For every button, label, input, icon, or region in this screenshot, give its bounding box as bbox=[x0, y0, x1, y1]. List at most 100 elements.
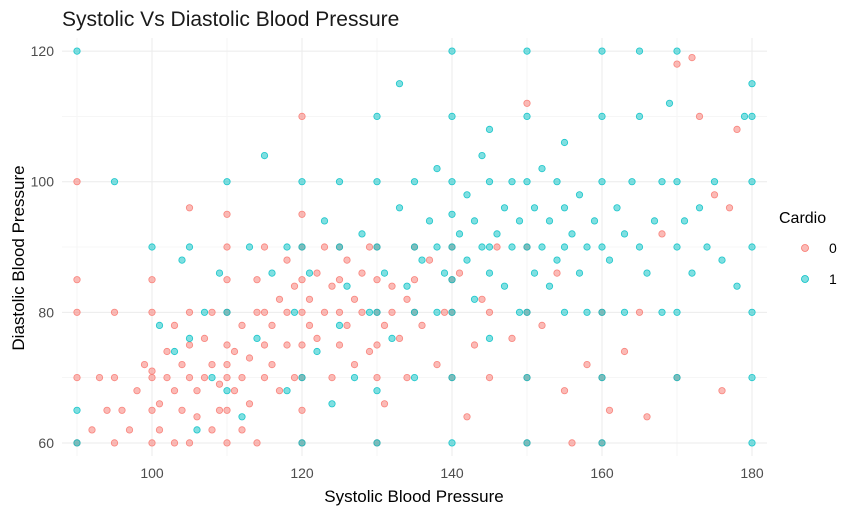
data-point-cardio-0 bbox=[268, 321, 276, 329]
data-point-cardio-1 bbox=[748, 80, 756, 88]
data-point-cardio-0 bbox=[230, 347, 239, 356]
data-point-cardio-0 bbox=[110, 439, 119, 447]
axis-ticks: 100 120 140 160 180 60 80 100 120 bbox=[31, 43, 764, 481]
data-point-cardio-0 bbox=[148, 308, 156, 316]
data-point-cardio-1 bbox=[508, 243, 516, 251]
data-point-cardio-1 bbox=[605, 256, 614, 264]
data-point-cardio-1 bbox=[583, 308, 591, 316]
data-point-cardio-1 bbox=[298, 178, 306, 186]
data-point-cardio-0 bbox=[73, 276, 81, 284]
data-point-cardio-0 bbox=[230, 387, 239, 395]
data-point-cardio-1 bbox=[598, 112, 606, 121]
data-point-cardio-1 bbox=[110, 178, 119, 186]
data-point-cardio-1 bbox=[598, 439, 606, 447]
data-point-cardio-0 bbox=[725, 204, 734, 212]
data-point-cardio-1 bbox=[680, 217, 689, 225]
data-point-cardio-1 bbox=[185, 334, 194, 342]
data-point-cardio-0 bbox=[388, 282, 396, 290]
data-point-cardio-1 bbox=[73, 406, 81, 414]
data-point-cardio-0 bbox=[635, 308, 644, 316]
data-points bbox=[73, 47, 756, 447]
data-point-cardio-0 bbox=[583, 360, 591, 369]
data-point-cardio-1 bbox=[448, 243, 456, 251]
data-point-cardio-0 bbox=[260, 373, 269, 382]
data-point-cardio-1 bbox=[253, 334, 261, 342]
data-point-cardio-1 bbox=[200, 308, 209, 316]
data-point-cardio-1 bbox=[365, 308, 374, 316]
data-point-cardio-0 bbox=[403, 295, 411, 303]
data-point-cardio-0 bbox=[658, 230, 666, 238]
data-point-cardio-1 bbox=[515, 308, 524, 316]
data-point-cardio-0 bbox=[133, 387, 141, 395]
data-point-cardio-0 bbox=[718, 387, 726, 395]
legend-marker-1 bbox=[801, 275, 809, 283]
data-point-cardio-1 bbox=[433, 165, 441, 173]
data-point-cardio-0 bbox=[193, 387, 201, 395]
data-point-cardio-0 bbox=[223, 276, 231, 284]
data-point-cardio-1 bbox=[410, 308, 419, 316]
data-point-cardio-1 bbox=[193, 426, 201, 434]
data-point-cardio-1 bbox=[523, 373, 531, 382]
data-point-cardio-1 bbox=[508, 178, 516, 186]
data-point-cardio-1 bbox=[538, 243, 546, 251]
data-point-cardio-0 bbox=[260, 308, 269, 316]
data-point-cardio-0 bbox=[208, 426, 216, 434]
data-point-cardio-0 bbox=[260, 341, 269, 349]
data-point-cardio-1 bbox=[223, 387, 231, 395]
data-point-cardio-0 bbox=[328, 373, 336, 382]
data-point-cardio-0 bbox=[275, 295, 284, 303]
data-point-cardio-0 bbox=[388, 308, 396, 316]
data-point-cardio-0 bbox=[223, 373, 231, 382]
data-point-cardio-0 bbox=[185, 341, 194, 349]
data-point-cardio-1 bbox=[748, 178, 756, 186]
data-point-cardio-1 bbox=[598, 373, 606, 382]
data-point-cardio-0 bbox=[485, 308, 494, 316]
data-point-cardio-1 bbox=[545, 217, 554, 225]
data-point-cardio-1 bbox=[485, 125, 494, 133]
data-point-cardio-1 bbox=[523, 178, 531, 186]
data-point-cardio-1 bbox=[485, 243, 494, 251]
data-point-cardio-1 bbox=[598, 243, 606, 251]
data-point-cardio-0 bbox=[365, 243, 374, 251]
data-point-cardio-1 bbox=[673, 178, 681, 186]
data-point-cardio-0 bbox=[380, 321, 389, 329]
data-point-cardio-1 bbox=[733, 282, 741, 290]
data-point-cardio-1 bbox=[335, 321, 344, 329]
data-point-cardio-1 bbox=[658, 178, 666, 186]
data-point-cardio-1 bbox=[740, 112, 749, 121]
y-axis-title: Diastolic Blood Pressure bbox=[9, 165, 28, 350]
data-point-cardio-0 bbox=[688, 53, 696, 62]
data-point-cardio-1 bbox=[710, 178, 719, 186]
data-point-cardio-1 bbox=[373, 439, 381, 447]
data-point-cardio-0 bbox=[215, 406, 224, 414]
data-point-cardio-1 bbox=[553, 256, 561, 264]
data-point-cardio-0 bbox=[620, 347, 629, 356]
data-point-cardio-1 bbox=[305, 269, 314, 277]
y-tick-label: 80 bbox=[38, 304, 54, 320]
data-point-cardio-0 bbox=[305, 321, 314, 329]
data-point-cardio-1 bbox=[298, 373, 306, 382]
data-point-cardio-1 bbox=[148, 243, 156, 251]
data-point-cardio-1 bbox=[523, 47, 531, 55]
data-point-cardio-1 bbox=[485, 178, 494, 186]
data-point-cardio-0 bbox=[470, 341, 479, 349]
data-point-cardio-0 bbox=[103, 406, 111, 414]
data-point-cardio-1 bbox=[500, 204, 509, 212]
data-point-cardio-1 bbox=[523, 308, 531, 316]
data-point-cardio-1 bbox=[748, 308, 756, 316]
data-point-cardio-0 bbox=[73, 308, 81, 316]
data-point-cardio-0 bbox=[170, 387, 179, 395]
data-point-cardio-0 bbox=[283, 256, 291, 264]
data-point-cardio-0 bbox=[155, 426, 164, 434]
data-point-cardio-1 bbox=[530, 269, 539, 277]
data-point-cardio-0 bbox=[155, 400, 164, 408]
data-point-cardio-1 bbox=[298, 439, 306, 447]
data-point-cardio-1 bbox=[718, 256, 726, 264]
data-point-cardio-1 bbox=[635, 112, 644, 121]
data-point-cardio-0 bbox=[358, 308, 366, 316]
data-point-cardio-0 bbox=[200, 334, 209, 342]
data-point-cardio-0 bbox=[125, 426, 134, 434]
data-point-cardio-0 bbox=[298, 210, 306, 218]
data-point-cardio-1 bbox=[658, 308, 666, 316]
data-point-cardio-1 bbox=[485, 334, 494, 342]
